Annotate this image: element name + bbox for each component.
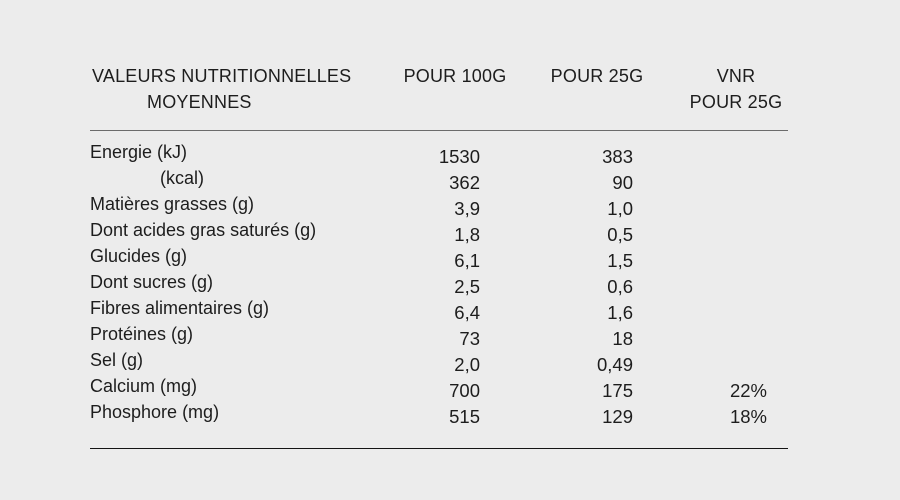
row-label: Protéines (g): [90, 324, 194, 344]
row-label: Fibres alimentaires (g): [90, 298, 270, 318]
value-per-100g: 2,0: [454, 354, 480, 375]
row-label: Sel (g): [90, 350, 144, 370]
value-per-100g: 2,5: [454, 276, 480, 297]
table-header-row: VALEURS NUTRITIONNELLES MOYENNES POUR 10…: [90, 63, 788, 115]
row-label: Phosphore (mg): [90, 402, 220, 422]
row-label: Calcium (mg): [90, 376, 198, 396]
table-row-energie-kj: Energie (kJ) 1530 383: [90, 139, 788, 167]
header-label-line2: MOYENNES: [147, 92, 252, 112]
value-per-25g: 0,6: [607, 276, 633, 297]
value-vnr: [684, 248, 788, 274]
value-per-100g: 6,4: [454, 302, 480, 323]
value-per-100g: 700: [449, 380, 480, 401]
table-row-matieres-grasses: Matières grasses (g) 3,9 1,0: [90, 191, 788, 219]
header-divider-rule: [90, 130, 788, 131]
table-row-glucides: Glucides (g) 6,1 1,5: [90, 243, 788, 271]
value-per-100g: 1530: [438, 146, 480, 167]
value-vnr: [684, 144, 788, 170]
value-vnr: [684, 274, 788, 300]
value-per-25g: 18: [612, 328, 633, 349]
row-label: Matières grasses (g): [90, 194, 255, 214]
row-label: (kcal): [160, 168, 204, 188]
header-col-per-25g: POUR 25G: [550, 66, 644, 86]
value-per-25g: 175: [602, 380, 633, 401]
value-vnr: 22%: [729, 380, 767, 401]
header-col-label: VALEURS NUTRITIONNELLES MOYENNES: [90, 63, 400, 115]
table-row-proteines: Protéines (g) 73 18: [90, 321, 788, 349]
header-vnr-line2: POUR 25G: [689, 92, 783, 112]
value-per-25g: 1,5: [607, 250, 633, 271]
value-per-25g: 90: [612, 172, 633, 193]
value-vnr: [684, 170, 788, 196]
table-row-acides-gras-satures: Dont acides gras saturés (g) 1,8 0,5: [90, 217, 788, 245]
value-vnr: [684, 222, 788, 248]
row-label: Dont acides gras saturés (g): [90, 220, 317, 240]
table-row-energie-kcal: (kcal) 362 90: [90, 165, 788, 193]
value-per-25g: 1,6: [607, 302, 633, 323]
value-per-100g: 362: [449, 172, 480, 193]
value-per-25g: 0,49: [596, 354, 633, 375]
value-per-25g: 1,0: [607, 198, 633, 219]
table-row-sucres: Dont sucres (g) 2,5 0,6: [90, 269, 788, 297]
row-label: Energie (kJ): [90, 142, 188, 162]
value-vnr: [684, 196, 788, 222]
header-col-per-100g: POUR 100G: [403, 66, 507, 86]
value-per-100g: 3,9: [454, 198, 480, 219]
value-vnr: [684, 352, 788, 378]
row-label: Dont sucres (g): [90, 272, 214, 292]
value-vnr: [684, 300, 788, 326]
header-vnr-line1: VNR: [716, 66, 756, 86]
row-label: Glucides (g): [90, 246, 188, 266]
header-col-vnr: VNR POUR 25G: [684, 63, 788, 115]
value-per-100g: 73: [459, 328, 480, 349]
value-vnr: [684, 326, 788, 352]
value-per-100g: 6,1: [454, 250, 480, 271]
value-per-25g: 383: [602, 146, 633, 167]
table-body: Energie (kJ) 1530 383 (kcal) 362 90 Mati…: [90, 139, 788, 427]
value-per-100g: 1,8: [454, 224, 480, 245]
value-per-25g: 0,5: [607, 224, 633, 245]
header-label-line1: VALEURS NUTRITIONNELLES: [92, 66, 352, 86]
value-per-100g: 515: [449, 406, 480, 427]
value-vnr: 18%: [729, 406, 767, 427]
table-row-sel: Sel (g) 2,0 0,49: [90, 347, 788, 375]
table-row-fibres: Fibres alimentaires (g) 6,4 1,6: [90, 295, 788, 323]
value-per-25g: 129: [602, 406, 633, 427]
table-bottom-rule: [90, 448, 788, 449]
table-row-calcium: Calcium (mg) 700 175 22%: [90, 373, 788, 401]
table-row-phosphore: Phosphore (mg) 515 129 18%: [90, 399, 788, 427]
